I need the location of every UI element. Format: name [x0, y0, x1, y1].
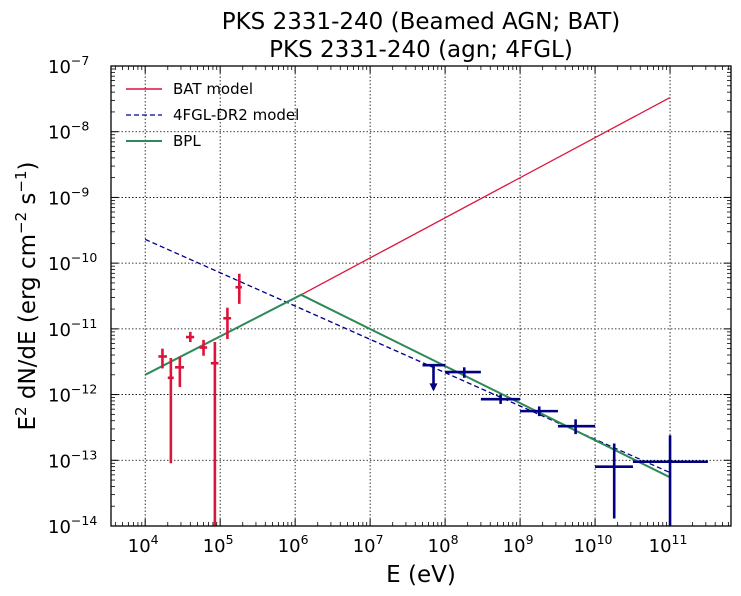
fermi-point — [557, 419, 596, 435]
fermi-ul-arrow — [429, 383, 438, 392]
y-tick-label: 10−11 — [48, 316, 97, 341]
bat-point — [158, 348, 167, 369]
legend-label-bat-model: BAT model — [173, 80, 253, 98]
x-axis-label: E (eV) — [386, 562, 456, 588]
fermi-point — [520, 406, 558, 417]
legend-label-bpl: BPL — [173, 132, 201, 150]
bat-point — [199, 339, 208, 356]
bat-point — [223, 307, 232, 340]
y-tick-label: 10−7 — [48, 53, 89, 78]
x-tick-label: 105 — [203, 532, 234, 557]
x-tick-label: 108 — [428, 532, 459, 557]
fermi-point — [422, 363, 446, 392]
chart-subtitle: PKS 2331-240 (agn; 4FGL) — [269, 37, 573, 63]
x-tick-label: 1011 — [649, 532, 688, 557]
y-tick-label: 10−9 — [48, 184, 89, 209]
legend: BAT model 4FGL-DR2 model BPL — [126, 80, 299, 150]
y-tick-label: 10−12 — [48, 382, 97, 407]
bat-point — [210, 342, 219, 526]
y-tick-label: 10−14 — [48, 513, 97, 538]
bat-point — [235, 273, 242, 304]
legend-label-4fgl-model: 4FGL-DR2 model — [173, 106, 299, 124]
plot-frame — [110, 65, 732, 527]
points-layer — [158, 273, 708, 526]
x-tick-label: 107 — [353, 532, 384, 557]
series-layer — [144, 97, 671, 479]
grid — [111, 65, 731, 527]
x-tick-labels: 104 105 106 107 108 109 1010 1011 — [128, 532, 688, 557]
series-line-2 — [144, 293, 671, 479]
bat-point — [167, 358, 174, 464]
y-tick-labels: 10−14 10−13 10−12 10−11 10−10 10−9 10−8 10−7 — [48, 53, 97, 538]
y-axis-label: E2 dN/dE (erg cm−2 s−1) — [12, 161, 41, 430]
x-tick-label: 109 — [503, 532, 534, 557]
series-line-0 — [300, 97, 671, 296]
y-tick-label: 10−8 — [48, 119, 89, 144]
bat-point — [185, 331, 195, 343]
x-tick-label: 104 — [128, 532, 159, 557]
fermi-point — [632, 435, 708, 526]
fermi-point — [445, 367, 481, 378]
bat-point — [175, 356, 185, 388]
y-tick-label: 10−13 — [48, 447, 97, 472]
x-tick-label: 1010 — [574, 532, 613, 557]
x-tick-label: 106 — [278, 532, 309, 557]
fermi-point — [480, 394, 521, 404]
y-tick-label: 10−10 — [48, 250, 97, 275]
chart-title: PKS 2331-240 (Beamed AGN; BAT) — [222, 9, 621, 35]
minor-ticks — [111, 65, 731, 527]
fermi-point — [595, 443, 633, 519]
